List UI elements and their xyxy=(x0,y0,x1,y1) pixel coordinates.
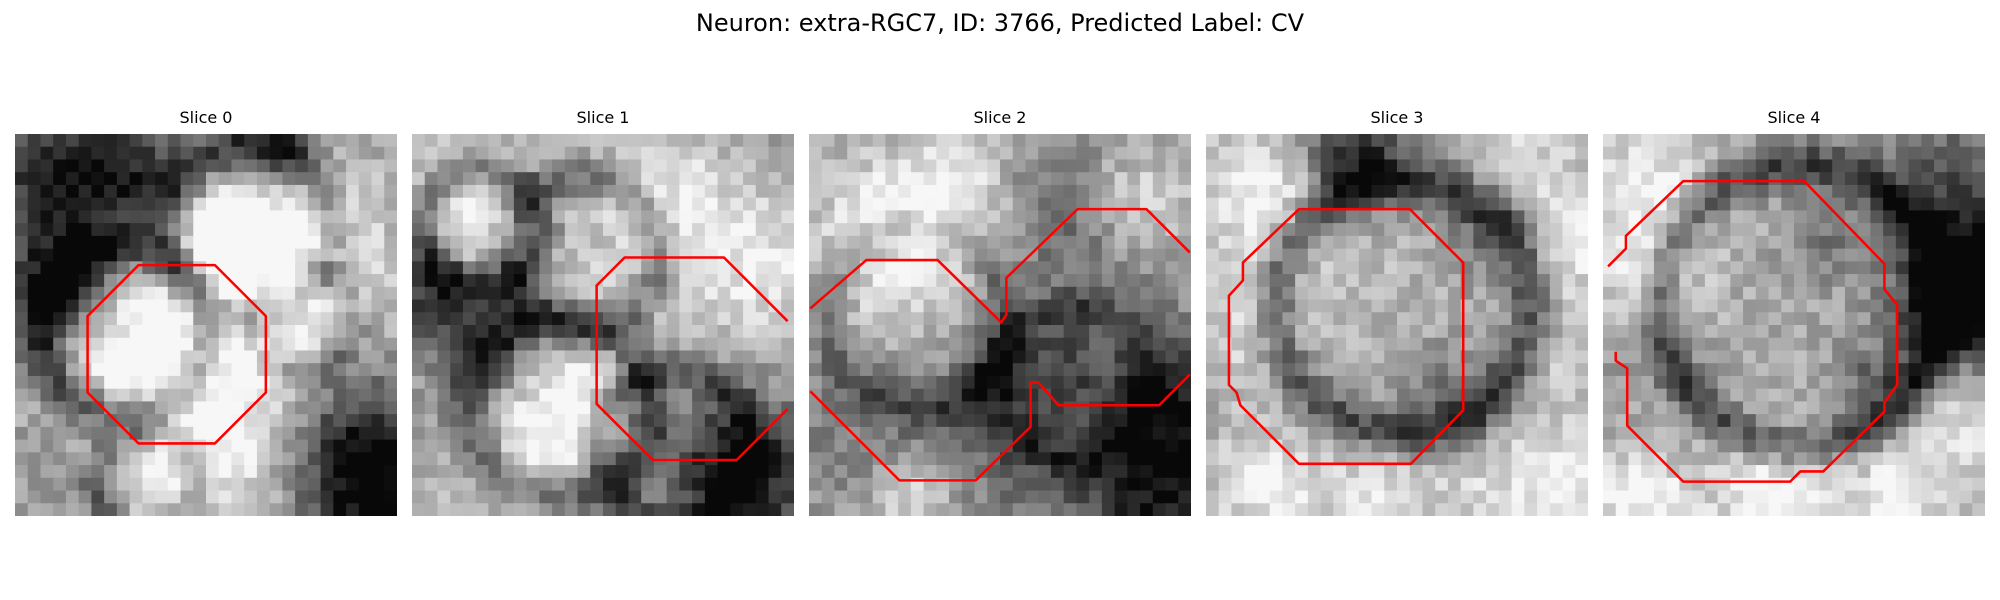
slice-title: Slice 4 xyxy=(1767,108,1821,127)
slice-image xyxy=(412,134,794,516)
slice-title: Slice 0 xyxy=(179,108,233,127)
figure-title: Neuron: extra-RGC7, ID: 3766, Predicted … xyxy=(695,9,1305,37)
slice-image xyxy=(1206,134,1588,516)
cell-contour xyxy=(86,263,268,445)
cell-contour xyxy=(1607,179,1899,483)
pixel-grid xyxy=(809,134,1191,516)
cell-contour xyxy=(595,256,789,462)
slice-image xyxy=(1603,134,1985,516)
slice-title: Slice 3 xyxy=(1370,108,1424,127)
pixel-grid xyxy=(15,134,397,516)
cell-contour xyxy=(809,207,1191,482)
pixel-grid xyxy=(1206,134,1588,516)
slice-title: Slice 1 xyxy=(576,108,630,127)
slice-image xyxy=(15,134,397,516)
slice-title: Slice 2 xyxy=(973,108,1027,127)
pixel-grid xyxy=(1603,134,1985,516)
slice-image xyxy=(809,134,1191,516)
cell-contour xyxy=(1227,207,1465,466)
